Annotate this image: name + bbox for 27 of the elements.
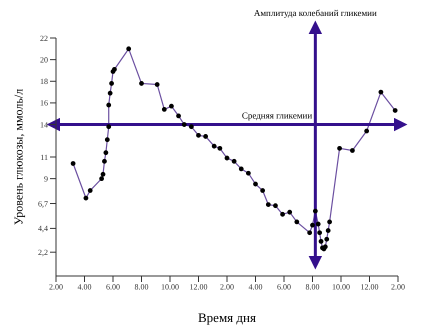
y-tick-label: 2,2 [38, 248, 48, 258]
x-tick-label: 2.00 [220, 282, 234, 292]
x-tick-label: 8.00 [306, 282, 320, 292]
ref-line-label: Амплитуда колебаний гликемии [254, 8, 378, 18]
x-tick-label: 4.00 [78, 282, 92, 292]
x-tick-label: 4.00 [248, 282, 262, 292]
y-tick-label: 20 [40, 55, 48, 64]
x-tick-label: 2.00 [391, 282, 405, 292]
x-tick-label: 8.00 [134, 282, 148, 292]
x-tick-label: 10.00 [161, 282, 179, 292]
x-tick-label: 12.00 [360, 282, 378, 292]
y-tick-label: 14 [40, 120, 48, 130]
y-tick-label: 11 [40, 152, 48, 162]
x-tick-label: 6.00 [106, 282, 120, 292]
y-tick-label: 4,4 [38, 224, 48, 234]
y-tick-label: 18 [40, 77, 48, 86]
ref-line-label: Средняя гликемии [242, 110, 312, 121]
x-tick-label: 12.00 [190, 282, 208, 292]
y-axis-title: Уровень глюкозы, ммоль/л [11, 88, 26, 226]
y-tick-label: 6,7 [38, 199, 48, 208]
x-tick-label: 6.00 [277, 282, 291, 292]
x-tick-label: 2.00 [49, 282, 63, 292]
y-tick-label: 9 [44, 174, 48, 184]
x-axis-title: Время дня [198, 310, 256, 325]
y-tick-label: 22 [40, 34, 48, 43]
x-tick-label: 10.00 [332, 282, 350, 292]
y-tick-label: 16 [40, 98, 48, 108]
